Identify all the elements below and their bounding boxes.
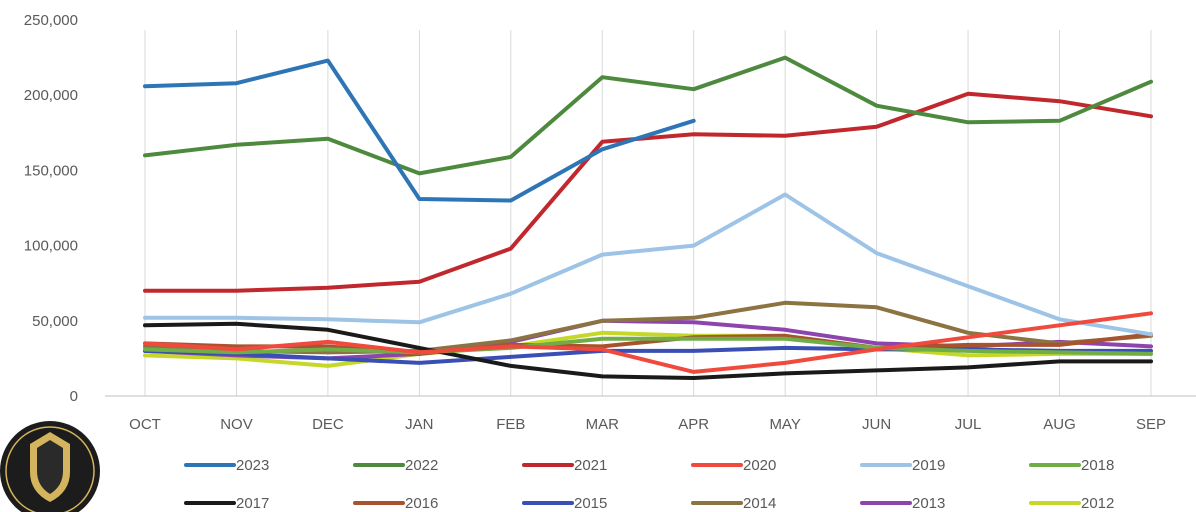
series-line-2016	[143, 332, 1153, 356]
y-tick-label: 150,000	[24, 162, 78, 179]
y-tick-label: 50,000	[32, 313, 78, 330]
legend-label-2022: 2022	[405, 457, 438, 474]
series-line-2020	[143, 311, 1153, 374]
x-tick-label: NOV	[220, 416, 253, 433]
series-line-2017	[143, 321, 1153, 380]
x-axis-ticks: OCT NOV DEC JAN FEB MAR APR MAY JUN JUL AUG SEP	[129, 416, 1166, 433]
x-tick-label: JAN	[405, 416, 433, 433]
x-tick-label: MAY	[769, 416, 800, 433]
x-tick-label: SEP	[1136, 416, 1166, 433]
y-tick-label: 0	[70, 388, 78, 405]
x-tick-label: JUL	[955, 416, 982, 433]
series-line-2022	[143, 55, 1153, 176]
series-line-2021	[143, 91, 1153, 293]
x-tick-label: FEB	[496, 416, 525, 433]
legend-label-2016: 2016	[405, 495, 438, 512]
x-tick-label: AUG	[1043, 416, 1076, 433]
series-line-2018	[143, 336, 1153, 356]
y-tick-label: 250,000	[24, 12, 78, 29]
legend-label-2015: 2015	[574, 495, 607, 512]
legend: 2023 2022 2021 2020 2019 2018 2017 2016 2015 2014…	[184, 457, 1114, 512]
x-tick-label: JUN	[862, 416, 891, 433]
y-tick-label: 200,000	[24, 87, 78, 104]
x-tick-label: MAR	[586, 416, 620, 433]
series-line-2023	[143, 58, 696, 203]
legend-label-2014: 2014	[743, 495, 776, 512]
series-line-2012	[143, 330, 1153, 368]
y-tick-label: 100,000	[24, 238, 78, 255]
grid	[105, 30, 1196, 397]
y-axis-ticks: 0 50,000 100,000 150,000 200,000 250,000	[24, 12, 78, 405]
legend-label-2023: 2023	[236, 457, 269, 474]
x-tick-label: DEC	[312, 416, 344, 433]
series-lines	[143, 55, 1153, 380]
legend-label-2018: 2018	[1081, 457, 1114, 474]
legend-label-2012: 2012	[1081, 495, 1114, 512]
legend-label-2021: 2021	[574, 457, 607, 474]
legend-label-2017: 2017	[236, 495, 269, 512]
legend-label-2019: 2019	[912, 457, 945, 474]
x-tick-label: OCT	[129, 416, 161, 433]
series-line-2019	[143, 192, 1153, 337]
x-tick-label: APR	[678, 416, 709, 433]
legend-label-2020: 2020	[743, 457, 776, 474]
legend-label-2013: 2013	[912, 495, 945, 512]
council-badge-logo	[0, 421, 100, 512]
